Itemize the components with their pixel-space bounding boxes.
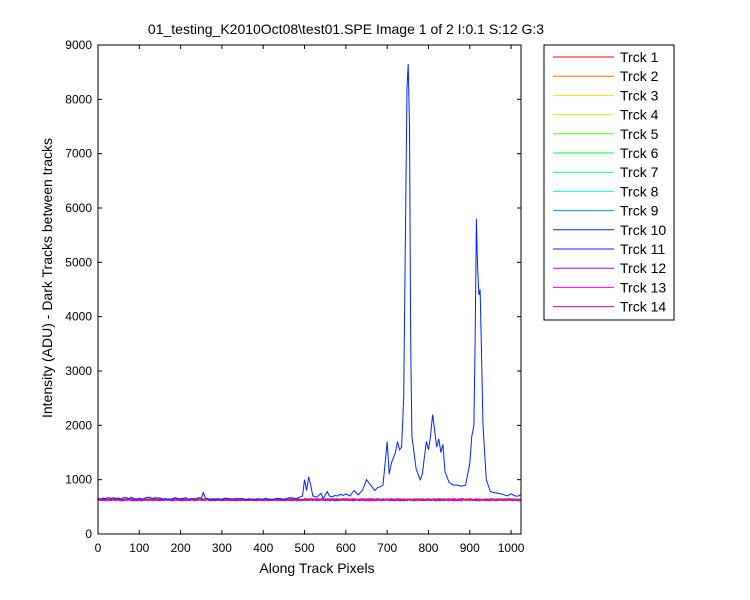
y-tick-label: 5000 [65, 255, 92, 269]
y-tick-label: 8000 [65, 92, 92, 106]
plot-frame [97, 44, 522, 535]
legend-item: Trck 11 [553, 241, 665, 257]
y-axis-label: Intensity (ADU) - Dark Tracks between tr… [39, 138, 55, 418]
legend-label: Trck 3 [620, 87, 659, 103]
y-tick-label: 0 [85, 527, 92, 541]
y-tick-label: 4000 [65, 310, 92, 324]
x-tick-label: 100 [129, 541, 149, 555]
x-tick-label: 500 [295, 541, 315, 555]
legend-label: Trck 5 [620, 126, 659, 142]
x-tick-label: 600 [336, 541, 356, 555]
legend-box [543, 44, 675, 321]
x-tick-label: 800 [418, 541, 438, 555]
x-tick-label: 900 [460, 541, 480, 555]
legend-label: Trck 12 [620, 260, 666, 276]
legend-item: Trck 12 [553, 260, 666, 276]
legend-item: Trck 2 [553, 68, 659, 84]
y-tick-label: 9000 [65, 38, 92, 52]
legend-item: Trck 1 [553, 49, 659, 65]
legend-label: Trck 6 [620, 145, 659, 161]
legend-label: Trck 11 [620, 241, 665, 257]
chart-title: 01_testing_K2010Oct08\test01.SPE Image 1… [148, 21, 544, 37]
series-line-trck-10 [97, 63, 522, 501]
legend-items: Trck 1 Trck 2 Trck 3 Trck 4 Trck 5 Trck 6 Trck… [553, 49, 666, 315]
legend-item: Trck 3 [553, 87, 659, 103]
legend-label: Trck 13 [620, 279, 666, 295]
legend-item: Trck 10 [553, 222, 666, 238]
y-tick-label: 1000 [65, 473, 92, 487]
y-tick-label: 7000 [65, 147, 92, 161]
legend-item: Trck 9 [553, 203, 659, 219]
axis-ticks-layer [97, 44, 521, 535]
y-tick-label: 2000 [65, 418, 92, 432]
legend-label: Trck 4 [620, 107, 659, 123]
legend-label: Trck 2 [620, 68, 659, 84]
legend-item: Trck 8 [553, 183, 659, 199]
x-tick-label: 0 [95, 541, 102, 555]
x-tick-label: 300 [212, 541, 232, 555]
legend-item: Trck 14 [553, 299, 666, 315]
y-tick-label: 6000 [65, 201, 92, 215]
legend-label: Trck 1 [620, 49, 659, 65]
x-tick-label: 400 [253, 541, 273, 555]
tick-labels-layer: 0 100 200 300 400 500 600 700 800 900 1000 0 1000 200… [65, 38, 524, 555]
legend: Trck 1 Trck 2 Trck 3 Trck 4 Trck 5 Trck 6 Trck… [543, 44, 675, 321]
y-tick-label: 3000 [65, 364, 92, 378]
legend-item: Trck 7 [553, 164, 659, 180]
legend-label: Trck 9 [620, 203, 659, 219]
x-tick-label: 1000 [498, 541, 525, 555]
legend-item: Trck 5 [553, 126, 659, 142]
legend-label: Trck 10 [620, 222, 666, 238]
legend-item: Trck 6 [553, 145, 659, 161]
legend-label: Trck 14 [620, 299, 666, 315]
x-tick-label: 200 [171, 541, 191, 555]
legend-item: Trck 13 [553, 279, 666, 295]
series-lines-layer [97, 63, 522, 502]
legend-label: Trck 8 [620, 183, 659, 199]
x-tick-label: 700 [377, 541, 397, 555]
legend-item: Trck 4 [553, 107, 659, 123]
x-axis-label: Along Track Pixels [259, 560, 374, 576]
legend-label: Trck 7 [620, 164, 659, 180]
